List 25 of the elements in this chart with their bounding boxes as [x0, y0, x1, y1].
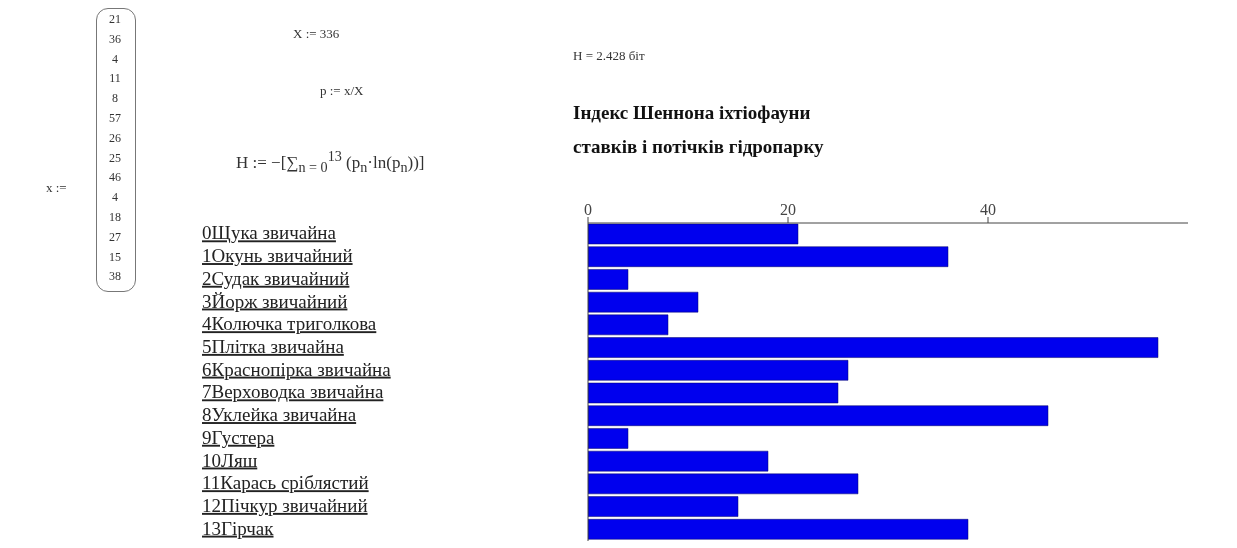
text: H := −[∑$_{n = 0}$$^{13}$ (p$_{n}$·ln(p$_{n}$))] — [236, 148, 425, 177]
y-tick-label: 5Плітка звичайна — [202, 335, 345, 357]
y-tick-label: 7Верховодка звичайна — [202, 381, 384, 403]
text: 21 36 4 11 8 57 26 25 46 4 18 27 15 38 — [109, 12, 121, 284]
x2-tick-label: 0 — [584, 201, 592, 218]
chart-title: Індекс Шеннона іхтіофауни ставків і потічків гідропарку — [573, 101, 825, 159]
y-tick-label: 0Щука звичайна — [202, 222, 337, 244]
text: p := x/X — [320, 83, 364, 99]
x2-tick-label: 40 — [980, 201, 996, 218]
y-tick-label: 3Йорж звичайний — [202, 290, 348, 312]
y-tick-label: 10Ляш — [202, 449, 258, 471]
y-tick-label: 2Судак звичайний — [202, 267, 350, 289]
y-tick-label: 1Окунь звичайний — [202, 245, 353, 267]
y-tick-label: 4Колючка триголкова — [202, 313, 377, 335]
y-tick-label: 12Пічкур звичайний — [202, 494, 368, 516]
text: H = 2.428 біт — [573, 48, 645, 64]
x2-tick-label: 20 — [780, 201, 796, 218]
text: X := 336 — [293, 26, 340, 42]
y-tick-label: 8Уклейка звичайна — [202, 404, 357, 426]
y-tick-label: 9Густера — [202, 426, 275, 448]
text: x := — [46, 180, 67, 196]
bar — [588, 519, 969, 540]
y-tick-label: 11Карась сріблястий — [202, 472, 369, 494]
y-tick-label: 13Гірчак — [202, 517, 275, 539]
y-tick-label: 6Краснопірка звичайна — [202, 358, 392, 380]
